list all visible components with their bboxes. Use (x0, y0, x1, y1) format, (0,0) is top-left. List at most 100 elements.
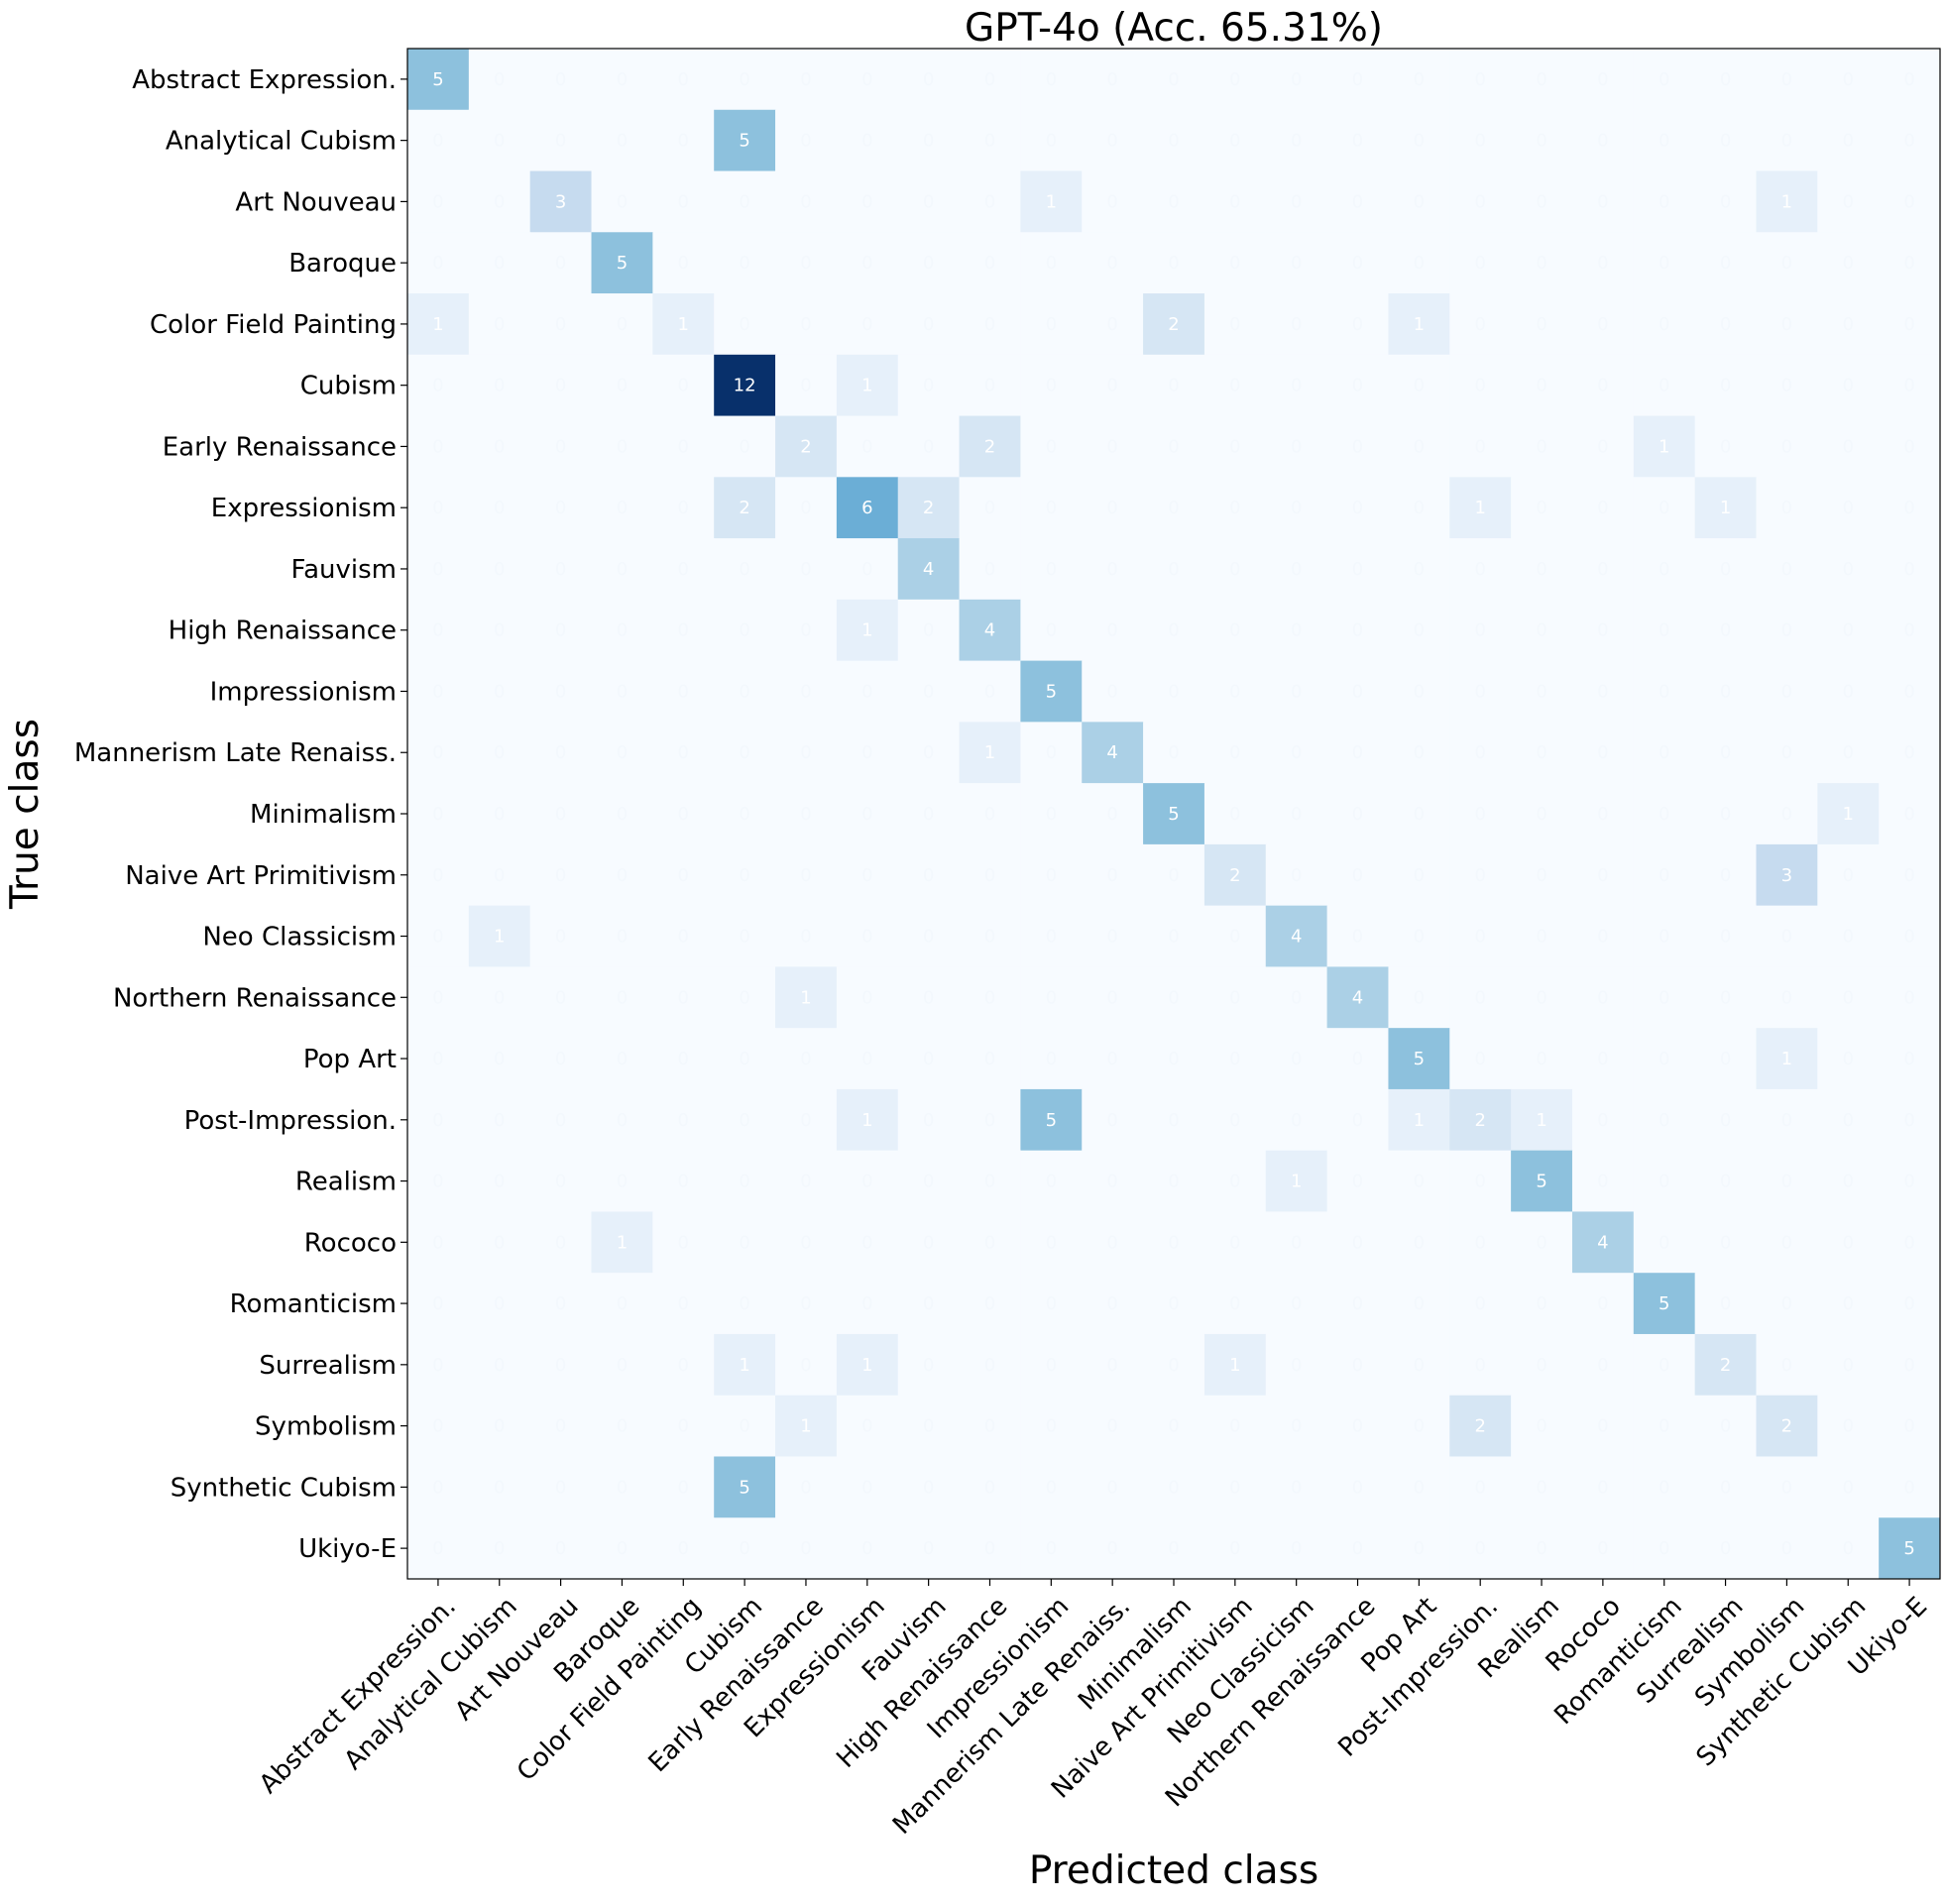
cell-value-label: 0 (739, 1110, 749, 1131)
cell-value-label: 2 (1720, 1355, 1731, 1376)
heatmap-cell (407, 599, 470, 662)
heatmap-cell (1449, 354, 1512, 417)
heatmap-cell (1265, 415, 1328, 478)
heatmap-cell (591, 1028, 653, 1090)
cell-value-label: 0 (1352, 376, 1363, 396)
cell-value-label: 1 (1536, 1110, 1546, 1131)
heatmap-cell (1203, 232, 1267, 294)
cell-value-label: 0 (1229, 69, 1240, 90)
heatmap-cell (1020, 293, 1083, 356)
heatmap-cell (1633, 722, 1696, 784)
heatmap-cell (1879, 1333, 1941, 1397)
heatmap-cell (1879, 1028, 1941, 1090)
cell-value-label: 0 (678, 865, 689, 886)
cell-value-label: 0 (1291, 865, 1302, 886)
heatmap-cell (1571, 660, 1635, 723)
heatmap-cell (959, 1088, 1021, 1152)
cell-value-label: 0 (678, 1172, 689, 1192)
cell-value-label: 0 (678, 1355, 689, 1376)
heatmap-cell (591, 843, 653, 907)
cell-value-label: 0 (1659, 559, 1669, 580)
heatmap-cell (1817, 49, 1880, 111)
heatmap-cell (1633, 109, 1696, 172)
heatmap-cell (897, 170, 961, 233)
heatmap-cell (1203, 1211, 1267, 1274)
cell-value-label: 0 (432, 1110, 443, 1131)
cell-value-label: 0 (1352, 436, 1363, 457)
heatmap-cell (591, 477, 653, 539)
cell-value-label: 0 (800, 559, 811, 580)
cell-value-label: 0 (555, 314, 566, 335)
heatmap-cell (652, 660, 715, 723)
heatmap-cell (1694, 1395, 1757, 1457)
heatmap-cell (1694, 1088, 1757, 1152)
y-tick-label: Impressionism (210, 677, 397, 707)
cell-value-label: 0 (1168, 253, 1179, 274)
heatmap-cell (652, 477, 715, 539)
heatmap-cell (1143, 843, 1205, 907)
cell-value-label: 0 (984, 1477, 995, 1498)
cell-value-label: 0 (1046, 1355, 1057, 1376)
heatmap-cell (1756, 1028, 1818, 1090)
cell-value-label: 0 (1229, 498, 1240, 518)
cell-value-label: 0 (1291, 559, 1302, 580)
heatmap-cell (1388, 1333, 1450, 1397)
cell-value-label: 0 (555, 131, 566, 152)
cell-value-label: 0 (555, 1416, 566, 1437)
cell-value-label: 0 (555, 253, 566, 274)
heatmap-cell (714, 1456, 776, 1518)
heatmap-cell (652, 354, 715, 417)
heatmap-cell (1265, 354, 1328, 417)
cell-value-label: 0 (678, 191, 689, 212)
heatmap-cell (1449, 905, 1512, 967)
cell-value-label: 0 (861, 314, 872, 335)
heatmap-cell (1082, 599, 1144, 662)
heatmap-cell (1082, 415, 1144, 478)
heatmap-cell (1020, 1150, 1083, 1212)
cell-value-label: 0 (861, 436, 872, 457)
heatmap-cell (1082, 843, 1144, 907)
cell-value-label: 0 (923, 927, 934, 948)
heatmap-cell (1511, 1517, 1573, 1580)
cell-value-label: 0 (1597, 1538, 1608, 1559)
heatmap-cell (1388, 599, 1450, 662)
heatmap-cell (468, 1028, 531, 1090)
heatmap-cell (591, 415, 653, 478)
heatmap-cell (468, 722, 531, 784)
heatmap-cell (775, 1211, 838, 1274)
cell-value-label: 0 (1106, 498, 1117, 518)
cell-value-label: 1 (1046, 191, 1057, 212)
heatmap-cell (1449, 1211, 1512, 1274)
cell-value-label: 0 (1597, 436, 1608, 457)
heatmap-cell (1082, 354, 1144, 417)
cell-value-label: 0 (984, 681, 995, 702)
heatmap-cell (1020, 1088, 1083, 1152)
heatmap-cell (1571, 1028, 1635, 1090)
heatmap-cell (1879, 599, 1941, 662)
heatmap-cell (1694, 1150, 1757, 1212)
cell-value-label: 0 (1474, 131, 1485, 152)
heatmap-cell (1143, 1088, 1205, 1152)
cell-value-label: 0 (1843, 927, 1854, 948)
cell-value-label: 0 (1106, 804, 1117, 825)
heatmap-cell (1326, 1028, 1389, 1090)
cell-value-label: 0 (1352, 927, 1363, 948)
cell-value-label: 0 (861, 253, 872, 274)
heatmap-cell (1203, 966, 1267, 1029)
cell-value-label: 1 (861, 1110, 872, 1131)
heatmap-cell (714, 966, 776, 1029)
heatmap-cell (1511, 170, 1573, 233)
cell-value-label: 0 (1414, 927, 1425, 948)
cell-value-label: 0 (1597, 191, 1608, 212)
cell-value-label: 0 (984, 1049, 995, 1069)
cell-value-label: 0 (1168, 927, 1179, 948)
cell-value-label: 0 (617, 1538, 628, 1559)
heatmap-cell (652, 1028, 715, 1090)
heatmap-cell (714, 49, 776, 111)
heatmap-cell (1756, 660, 1818, 723)
cell-value-label: 0 (1536, 804, 1546, 825)
cell-value-label: 0 (494, 436, 505, 457)
cell-value-label: 0 (1168, 559, 1179, 580)
heatmap-cell (1879, 1211, 1941, 1274)
heatmap-cell (1203, 538, 1267, 601)
